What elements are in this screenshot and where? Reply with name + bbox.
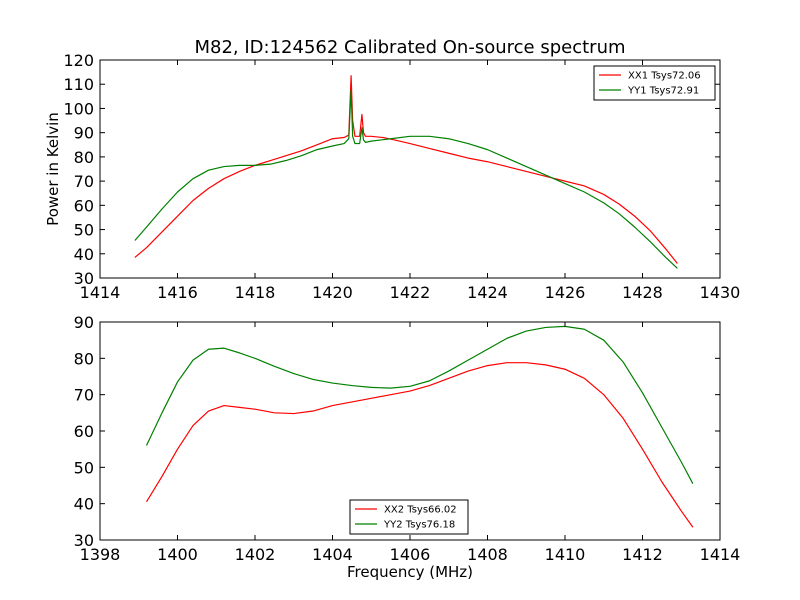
top-chart: M82, ID:124562 Calibrated On-source spec… xyxy=(44,37,740,302)
y-tick-label: 30 xyxy=(74,531,94,550)
x-tick-label: 1428 xyxy=(622,283,663,302)
y-tick-label: 60 xyxy=(74,422,94,441)
legend-label: YY2 Tsys76.18 xyxy=(383,520,455,531)
y-tick-label: 60 xyxy=(74,196,94,215)
y-tick-label: 80 xyxy=(74,148,94,167)
series-line-yy xyxy=(134,89,678,269)
series-line-yy xyxy=(145,325,694,484)
y-tick-label: 110 xyxy=(63,75,94,94)
bottom-chart: Frequency (MHz) 1398 1400 1402 1404 1406 1408… xyxy=(74,313,741,581)
y-tick-label: 70 xyxy=(74,386,94,405)
y-tick-label: 90 xyxy=(74,124,94,143)
legend-top: XX1 Tsys72.06 YY1 Tsys72.91 xyxy=(593,65,716,101)
y-tick-label: 50 xyxy=(74,458,94,477)
x-tick-label: 1410 xyxy=(545,545,586,564)
y-tick-label: 80 xyxy=(74,349,94,368)
x-tick-label: 1412 xyxy=(622,545,663,564)
legend-box xyxy=(593,65,716,101)
series-line-xx xyxy=(134,75,678,264)
chart-title: M82, ID:124562 Calibrated On-source spec… xyxy=(194,37,625,58)
legend-label: XX1 Tsys72.06 xyxy=(628,71,701,82)
y-tick-label: 70 xyxy=(74,172,94,191)
y-tick-label: 40 xyxy=(74,245,94,264)
x-tick-label: 1422 xyxy=(390,283,431,302)
x-tick-label: 1408 xyxy=(467,545,508,564)
x-tick-label: 1418 xyxy=(235,283,276,302)
x-axis-label: Frequency (MHz) xyxy=(347,563,473,581)
x-tick-label: 1430 xyxy=(700,283,741,302)
x-tick-label: 1400 xyxy=(157,545,198,564)
x-tick-label: 1398 xyxy=(80,545,121,564)
x-tick-label: 1402 xyxy=(235,545,276,564)
x-tick-label: 1416 xyxy=(157,283,198,302)
y-tick-label: 90 xyxy=(74,313,94,332)
y-tick-label: 120 xyxy=(63,51,94,70)
x-tick-label: 1420 xyxy=(312,283,353,302)
legend-label: YY1 Tsys72.91 xyxy=(627,86,699,97)
y-tick-label: 40 xyxy=(74,495,94,514)
y-tick-label: 100 xyxy=(63,99,94,118)
legend-bottom: XX2 Tsys66.02 YY2 Tsys76.18 xyxy=(349,499,469,535)
x-tick-label: 1414 xyxy=(700,545,741,564)
x-tick-label: 1404 xyxy=(312,545,353,564)
legend-box xyxy=(349,499,469,535)
legend-label: XX2 Tsys66.02 xyxy=(384,505,457,516)
series-line-xx xyxy=(145,362,694,528)
y-axis-label: Power in Kelvin xyxy=(44,112,62,226)
x-tick-label: 1424 xyxy=(467,283,508,302)
y-tick-label: 50 xyxy=(74,221,94,240)
x-tick-label: 1414 xyxy=(80,283,121,302)
y-tick-label: 30 xyxy=(74,269,94,288)
x-tick-label: 1426 xyxy=(545,283,586,302)
x-tick-label: 1406 xyxy=(390,545,431,564)
